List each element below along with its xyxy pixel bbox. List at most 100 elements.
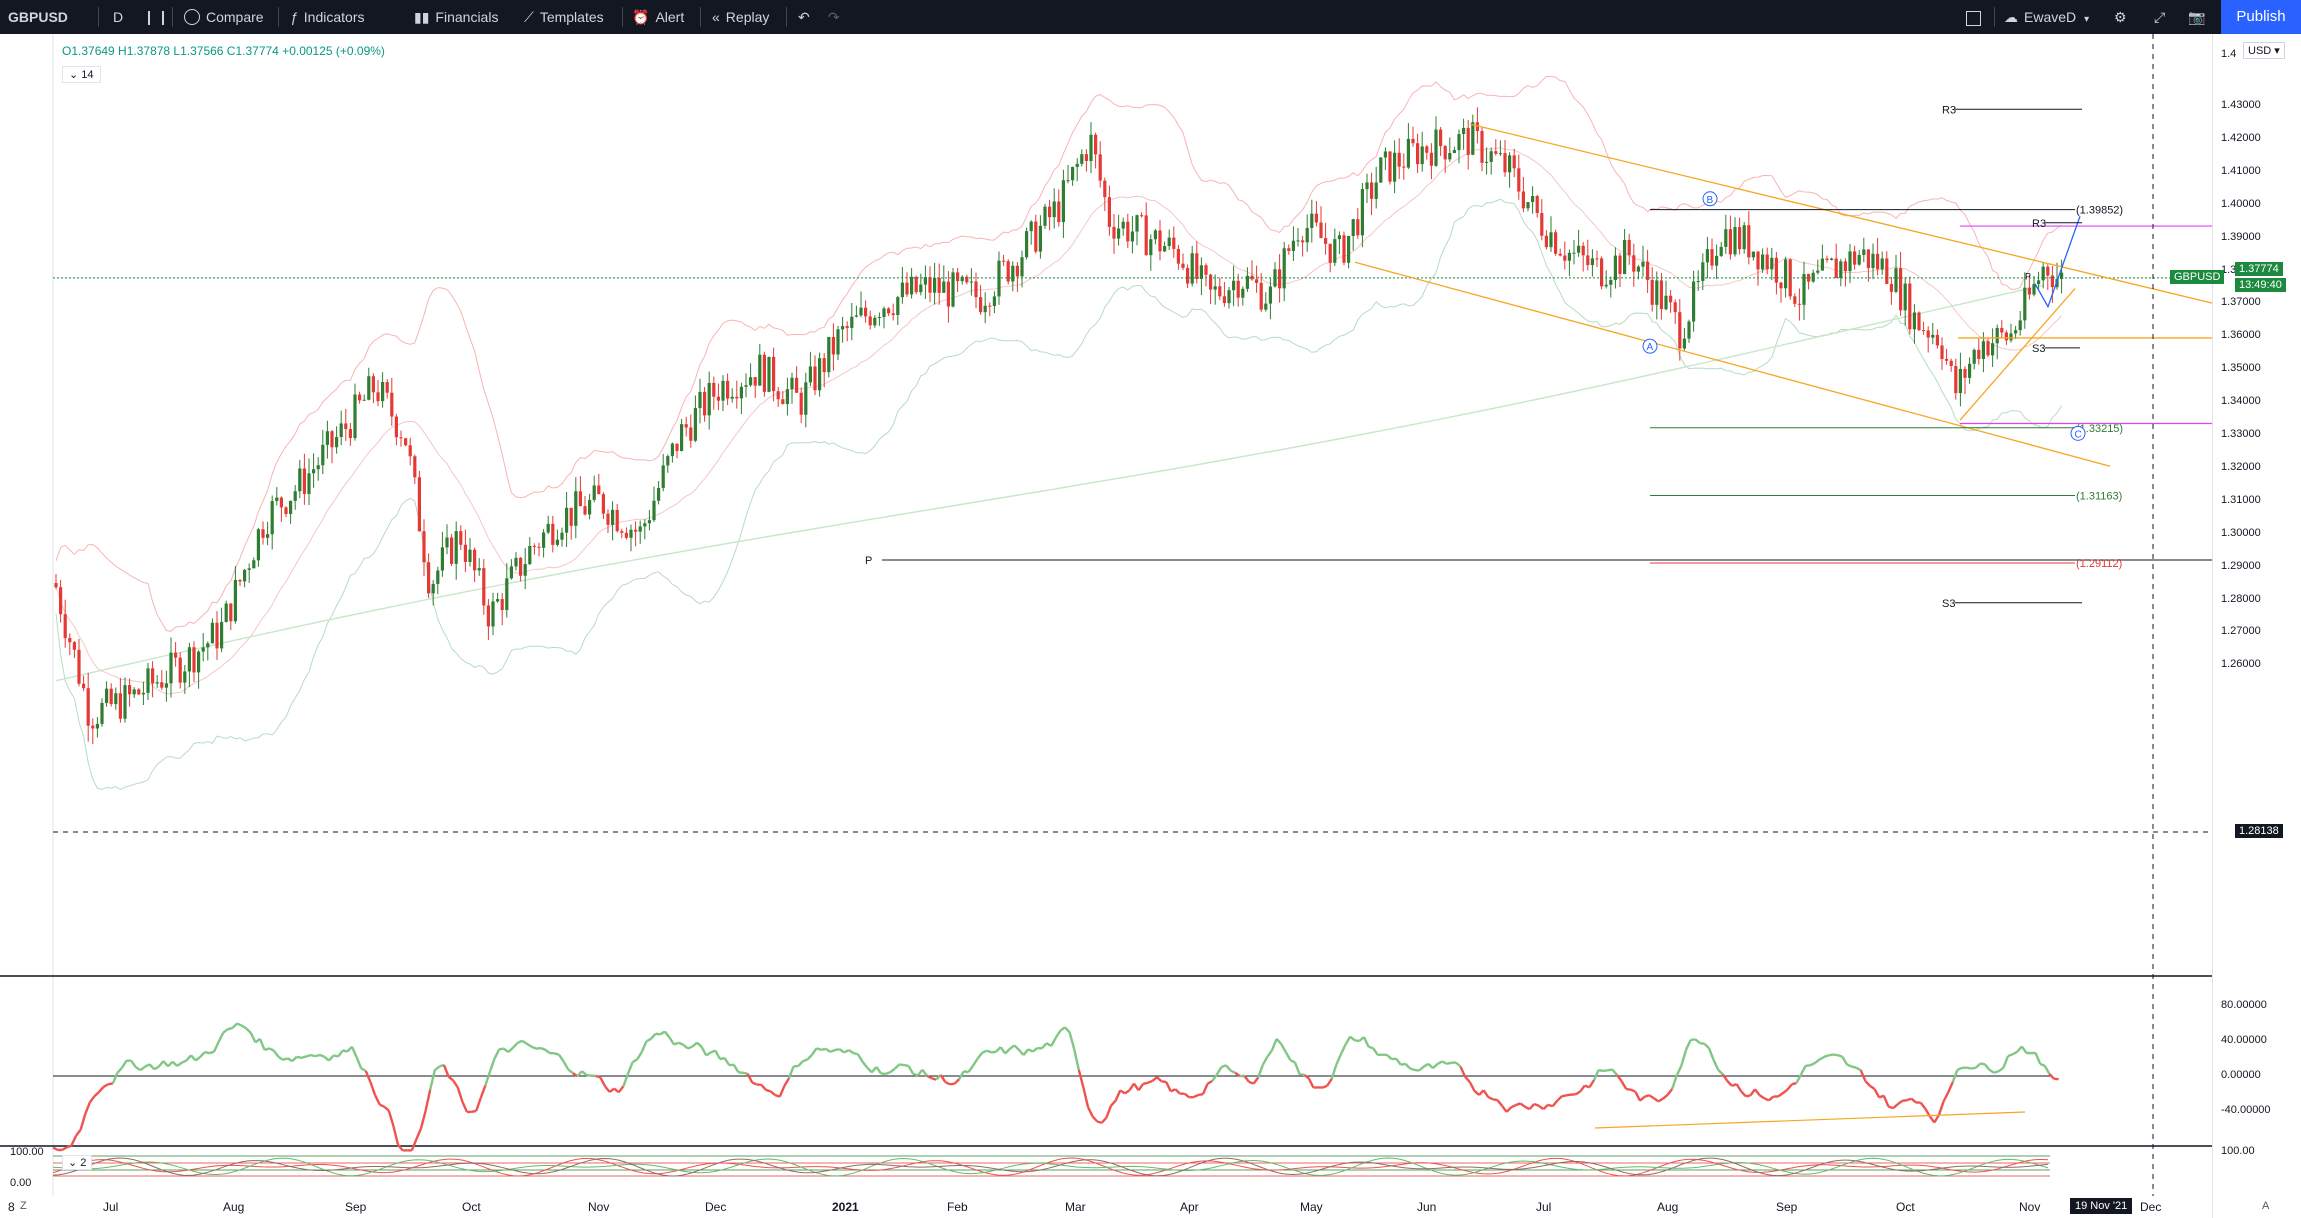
oscillator-segment bbox=[1707, 1047, 1715, 1061]
price-label: 1.39000 bbox=[2221, 230, 2261, 243]
oscillator-segment bbox=[1579, 1084, 1586, 1093]
candle-body bbox=[1264, 303, 1268, 310]
currency-selector[interactable]: USD ▾ bbox=[2243, 42, 2285, 59]
settings-button[interactable]: ⚙ bbox=[2114, 0, 2127, 34]
oscillator-segment bbox=[1988, 1069, 1995, 1074]
price-label: 1.30000 bbox=[2221, 526, 2261, 539]
lower-pane-param-badge[interactable]: ⌄ 2 bbox=[62, 1155, 93, 1170]
candle-body bbox=[1020, 257, 1024, 277]
symbol-search-button[interactable]: GBPUSD bbox=[8, 9, 68, 25]
oscillator-segment bbox=[204, 1050, 210, 1055]
bar-style-button[interactable] bbox=[148, 0, 164, 34]
oscillator-segment bbox=[1745, 1094, 1751, 1098]
oscillator-segment bbox=[1207, 1080, 1213, 1085]
price-axis[interactable]: USD ▾ 1.4 1.43000 1.42000 1.41000 1.40000 1.… bbox=[2212, 34, 2301, 1218]
candle-body bbox=[2060, 272, 2064, 280]
oscillator-segment bbox=[1823, 1054, 1830, 1059]
oscillator-segment bbox=[1225, 1064, 1232, 1072]
indicators-button[interactable]: ƒ Indicators bbox=[290, 0, 365, 34]
candle-body bbox=[275, 497, 279, 502]
price-label: 1.35000 bbox=[2221, 362, 2261, 375]
auto-scale-button[interactable]: A bbox=[2262, 1200, 2270, 1212]
candle-body bbox=[850, 316, 854, 328]
candle-body bbox=[118, 693, 122, 719]
candle-body bbox=[454, 531, 458, 564]
pivot-level-label: S3 bbox=[1942, 598, 1955, 610]
candle-body bbox=[270, 501, 274, 535]
oscillator-segment bbox=[981, 1049, 988, 1054]
oscillator-segment bbox=[484, 1071, 492, 1086]
interval-button[interactable]: D bbox=[113, 9, 124, 25]
oscillator-segment bbox=[1418, 1065, 1425, 1072]
candle-body bbox=[256, 529, 260, 561]
candle-body bbox=[325, 431, 329, 445]
candle-body bbox=[2050, 275, 2054, 288]
snapshot-button[interactable]: 📷 bbox=[2188, 0, 2205, 34]
indicator-param-badge[interactable]: ⌄ 14 bbox=[62, 66, 101, 83]
time-label: Aug bbox=[223, 1200, 245, 1214]
candle-body bbox=[381, 382, 385, 402]
time-axis[interactable]: 8 Jul Aug Sep Oct Nov Dec 2021 Feb Mar Apr May Jun Ju… bbox=[8, 1196, 2212, 1218]
oscillator-segment bbox=[1086, 1106, 1094, 1117]
candle-body bbox=[891, 313, 895, 316]
redo-button[interactable]: ↷ bbox=[828, 0, 840, 34]
oscillator-segment bbox=[1275, 1038, 1283, 1045]
candle-body bbox=[675, 443, 679, 451]
oscillator-segment bbox=[1386, 1054, 1393, 1061]
candle-body bbox=[2037, 280, 2041, 285]
publish-button[interactable]: Publish bbox=[2221, 0, 2301, 34]
candle-body bbox=[1181, 263, 1185, 268]
candle-body bbox=[1199, 265, 1203, 279]
oscillator-segment bbox=[848, 1049, 855, 1055]
oscillator-segment bbox=[1395, 1057, 1402, 1066]
candle-body bbox=[2027, 287, 2031, 295]
candle-body bbox=[574, 491, 578, 526]
layout-button[interactable] bbox=[1966, 0, 1981, 34]
oscillator-segment bbox=[1303, 1073, 1310, 1080]
oscillator-segment bbox=[1574, 1090, 1581, 1096]
candle-body bbox=[82, 683, 86, 689]
candle-body bbox=[1457, 134, 1461, 151]
candle-body bbox=[1535, 196, 1539, 214]
candle-body bbox=[1103, 180, 1107, 198]
candle-body bbox=[2000, 327, 2004, 333]
candle-body bbox=[445, 537, 449, 548]
candle-body bbox=[1429, 152, 1433, 166]
financials-button[interactable]: ▮▮ Financials bbox=[414, 0, 498, 34]
oscillator-segment bbox=[907, 1065, 915, 1075]
oscillator-segment bbox=[1124, 1089, 1131, 1095]
oscillator-segment bbox=[461, 1101, 469, 1113]
price-label: 1.28000 bbox=[2221, 592, 2261, 605]
fib-projection-label: (1.39852) bbox=[2076, 205, 2123, 217]
alert-button[interactable]: ⏰ Alert bbox=[632, 0, 684, 34]
candle-body bbox=[468, 549, 472, 562]
compare-button[interactable]: Compare bbox=[184, 0, 264, 34]
oscillator-segment bbox=[1487, 1096, 1494, 1101]
oscillator-segment bbox=[258, 1038, 266, 1051]
templates-button[interactable]: ⟋ Templates bbox=[524, 0, 604, 34]
oscillator-segment bbox=[1252, 1076, 1260, 1085]
candle-body bbox=[137, 689, 141, 695]
replay-button[interactable]: « Replay bbox=[712, 0, 769, 34]
oscillator-segment bbox=[1859, 1069, 1867, 1082]
candle-body bbox=[339, 423, 343, 438]
candle-body bbox=[1411, 138, 1415, 144]
oscillator-segment bbox=[696, 1041, 703, 1048]
layout-name-button[interactable]: ☁ EwaveD ▾ bbox=[2004, 0, 2089, 34]
candle-body bbox=[1025, 231, 1029, 258]
candle-body bbox=[463, 544, 467, 562]
moving-average-line bbox=[55, 284, 2044, 682]
fullscreen-button[interactable]: ⤢ bbox=[2154, 0, 2165, 34]
oscillator-segment bbox=[746, 1073, 754, 1084]
oscillator-segment bbox=[2007, 1053, 2014, 1058]
candle-body bbox=[174, 652, 178, 658]
oscillator-segment bbox=[678, 1041, 684, 1046]
undo-button[interactable]: ↶ bbox=[798, 0, 810, 34]
candle-body bbox=[1135, 215, 1139, 232]
oscillator-segment bbox=[199, 1051, 206, 1058]
oscillator-segment bbox=[1198, 1092, 1204, 1097]
candle-body bbox=[197, 651, 201, 673]
timezone-button[interactable]: Z bbox=[20, 1200, 27, 1212]
candle-body bbox=[1052, 201, 1056, 218]
